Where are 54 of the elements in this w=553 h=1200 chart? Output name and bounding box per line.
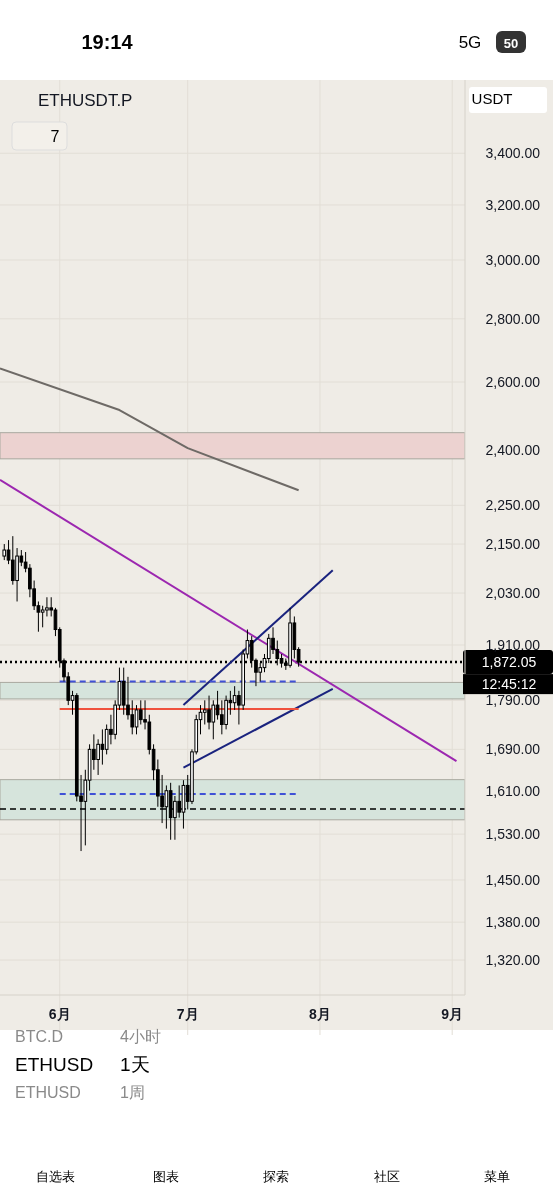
- text: 1周: [120, 1084, 145, 1101]
- candlestick: [96, 738, 100, 776]
- text: 5G: [458, 33, 482, 52]
- text: 50: [503, 36, 519, 51]
- y-tick-label: 2,800.00: [485, 310, 541, 327]
- y-tick-label: 2,150.00: [485, 536, 541, 553]
- y-tick-label: 1,380.00: [485, 914, 541, 931]
- y-tick-label: 1,530.00: [485, 826, 541, 843]
- y-tick-label: 3,400.00: [485, 145, 541, 162]
- text: 菜单: [484, 1169, 510, 1184]
- text: 19:14: [81, 31, 134, 53]
- y-tick-label: 3,200.00: [485, 196, 541, 213]
- text: ETHUSD: [15, 1054, 94, 1075]
- candlestick: [121, 667, 126, 716]
- candlestick: [100, 728, 105, 766]
- x-tick-label: 8月: [309, 1006, 331, 1022]
- y-tick-label: 1,320.00: [485, 952, 541, 969]
- text: 自选表: [35, 1169, 75, 1184]
- text: BTC.D: [15, 1028, 63, 1045]
- y-tick-label: 1,790.00: [485, 692, 541, 709]
- y-tick-label: 3,000.00: [485, 251, 541, 268]
- x-tick-label: 6月: [48, 1006, 71, 1022]
- candlestick: [202, 699, 207, 725]
- y-tick-label: 2,600.00: [485, 374, 541, 391]
- candlestick: [271, 626, 275, 655]
- candlestick: [10, 535, 15, 586]
- text: 1天: [120, 1054, 150, 1075]
- y-tick-label: 1,450.00: [485, 871, 541, 888]
- x-tick-label: 7月: [176, 1006, 199, 1022]
- line-series: [0, 367, 300, 492]
- x-tick-label: 9月: [441, 1006, 464, 1022]
- y-tick-label: 2,400.00: [485, 442, 541, 459]
- ref-line-label: 1,872.05: [481, 654, 537, 671]
- text: ETHUSD: [15, 1084, 81, 1101]
- candlestick: [138, 699, 143, 725]
- candlestick: [177, 784, 181, 819]
- candlestick: [45, 596, 49, 617]
- text: 图表: [153, 1169, 179, 1184]
- candlestick: [211, 699, 216, 740]
- text: 4小时: [120, 1028, 161, 1045]
- text: 社区: [374, 1169, 400, 1184]
- text: 探索: [263, 1169, 289, 1184]
- text: 12:45:12: [481, 676, 537, 693]
- text: USDT: [471, 90, 513, 107]
- candlestick: [220, 699, 224, 735]
- y-tick-label: 1,910.00: [485, 637, 541, 653]
- candlestick: [232, 685, 237, 711]
- annotation: 7: [50, 128, 60, 145]
- y-tick-label: 1,610.00: [485, 782, 541, 799]
- y-tick-label: 2,250.00: [485, 497, 541, 514]
- y-tick-label: 1,690.00: [485, 741, 541, 758]
- text: ETHUSDT.P: [38, 91, 133, 110]
- candlestick: [207, 695, 211, 730]
- y-tick-label: 2,030.00: [485, 585, 541, 602]
